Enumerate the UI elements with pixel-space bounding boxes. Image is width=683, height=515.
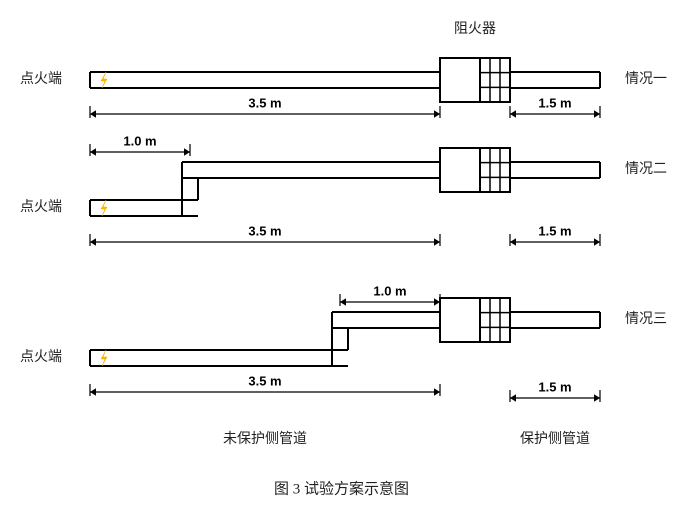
spark-icon xyxy=(101,350,107,366)
dim-label: 3.5 m xyxy=(248,373,281,388)
case-label-3: 情况三 xyxy=(625,311,667,327)
flame-arrester xyxy=(440,148,510,192)
pipe-unprotected-1 xyxy=(90,72,440,88)
ignition-label-2: 点火端 xyxy=(20,199,62,215)
pipe-lower-3 xyxy=(90,350,348,366)
dim-label: 1.5 m xyxy=(538,223,571,238)
dim-label: 3.5 m xyxy=(248,95,281,110)
pipe-step xyxy=(182,162,198,216)
spark-icon xyxy=(101,72,107,88)
ignition-label-1: 点火端 xyxy=(20,71,62,87)
pipe-upper-2 xyxy=(182,162,440,178)
ignition-label-3: 点火端 xyxy=(20,349,62,365)
dim-label: 1.5 m xyxy=(538,95,571,110)
pipe-step xyxy=(332,312,348,366)
figure-caption: 图 3 试验方案示意图 xyxy=(274,479,409,497)
dim-label: 1.0 m xyxy=(373,283,406,298)
dim-label: 1.5 m xyxy=(538,379,571,394)
protected-side-label: 保护侧管道 xyxy=(520,431,590,447)
pipe-protected-1 xyxy=(510,72,600,88)
unprotected-side-label: 未保护侧管道 xyxy=(223,431,307,447)
pipe-protected-2 xyxy=(510,162,600,178)
pipe-upper-3 xyxy=(332,312,440,328)
spark-icon xyxy=(101,200,107,216)
flame-arrester xyxy=(440,298,510,342)
pipe-protected-3 xyxy=(510,312,600,328)
dim-label: 1.0 m xyxy=(123,133,156,148)
case-label-2: 情况二 xyxy=(625,161,667,177)
arrester-label: 阻火器 xyxy=(454,21,496,37)
dim-label: 3.5 m xyxy=(248,223,281,238)
case-label-1: 情况一 xyxy=(625,71,667,87)
flame-arrester xyxy=(440,58,510,102)
